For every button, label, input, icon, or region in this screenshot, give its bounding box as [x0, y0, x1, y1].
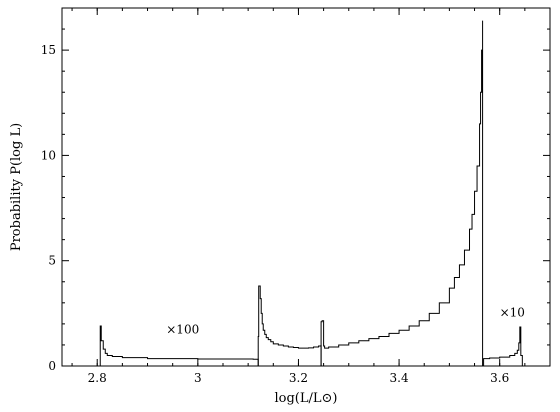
x-tick-label: 3 [194, 371, 202, 385]
plot-frame [61, 7, 551, 367]
x-tick-label: 3.6 [490, 371, 509, 385]
x-tick-label: 3.4 [390, 371, 409, 385]
histogram-segment [99, 325, 259, 366]
x-axis-label: log(L/L⊙) [275, 391, 338, 406]
y-axis-label: Probability P(log L) [9, 123, 24, 251]
y-axis-ticks: 0 5 10 15 [41, 28, 550, 373]
histogram-series [99, 20, 523, 366]
histogram-segment [320, 20, 484, 366]
x-tick-label: 2.8 [88, 371, 107, 385]
x-axis-ticks: 2.8 3 3.2 3.4 3.6 [71, 8, 551, 385]
y-tick-label: 5 [48, 254, 56, 268]
histogram-segment [257, 285, 322, 366]
annotations: ×100 ×10 [166, 306, 525, 337]
x-tick-label: 3.2 [289, 371, 308, 385]
annotation-label: ×10 [500, 306, 525, 320]
y-tick-label: 15 [41, 43, 56, 57]
annotation-label: ×100 [166, 322, 199, 336]
y-tick-label: 10 [41, 148, 56, 162]
histogram-segment [483, 326, 523, 366]
y-tick-label: 0 [48, 359, 56, 373]
